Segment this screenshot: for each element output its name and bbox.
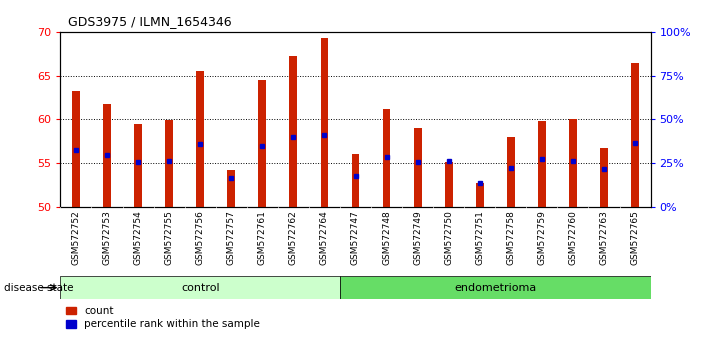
- Text: disease state: disease state: [4, 282, 73, 293]
- Bar: [103, 104, 111, 207]
- Text: GSM572764: GSM572764: [320, 211, 329, 265]
- Bar: [196, 71, 204, 207]
- Legend: count, percentile rank within the sample: count, percentile rank within the sample: [65, 306, 260, 329]
- Bar: [476, 183, 483, 207]
- Text: GSM572759: GSM572759: [538, 211, 546, 266]
- Text: GSM572752: GSM572752: [72, 211, 80, 265]
- Text: GSM572750: GSM572750: [444, 211, 453, 266]
- Bar: [538, 121, 546, 207]
- Bar: [228, 170, 235, 207]
- Bar: [72, 91, 80, 207]
- Bar: [258, 80, 266, 207]
- Bar: [445, 162, 453, 207]
- Text: GSM572761: GSM572761: [258, 211, 267, 266]
- Bar: [321, 38, 328, 207]
- Text: GSM572754: GSM572754: [134, 211, 143, 265]
- Text: GSM572763: GSM572763: [599, 211, 609, 266]
- Bar: [352, 154, 359, 207]
- Text: GSM572749: GSM572749: [413, 211, 422, 265]
- Text: GSM572753: GSM572753: [102, 211, 112, 266]
- Text: GSM572760: GSM572760: [568, 211, 577, 266]
- Bar: [289, 56, 297, 207]
- Text: control: control: [181, 282, 220, 293]
- Text: endometrioma: endometrioma: [454, 282, 536, 293]
- Text: GSM572757: GSM572757: [227, 211, 236, 266]
- Bar: [60, 276, 340, 299]
- Text: GSM572751: GSM572751: [475, 211, 484, 266]
- Text: GSM572756: GSM572756: [196, 211, 205, 266]
- Bar: [631, 63, 639, 207]
- Text: GSM572748: GSM572748: [382, 211, 391, 265]
- Text: GSM572758: GSM572758: [506, 211, 515, 266]
- Text: GSM572747: GSM572747: [351, 211, 360, 265]
- Bar: [569, 119, 577, 207]
- Bar: [383, 109, 390, 207]
- Bar: [600, 148, 608, 207]
- Text: GSM572765: GSM572765: [631, 211, 639, 266]
- Text: GSM572762: GSM572762: [289, 211, 298, 265]
- Bar: [414, 128, 422, 207]
- Bar: [507, 137, 515, 207]
- Bar: [340, 276, 651, 299]
- Bar: [134, 124, 142, 207]
- Text: GSM572755: GSM572755: [165, 211, 173, 266]
- Bar: [165, 120, 173, 207]
- Text: GDS3975 / ILMN_1654346: GDS3975 / ILMN_1654346: [68, 15, 231, 28]
